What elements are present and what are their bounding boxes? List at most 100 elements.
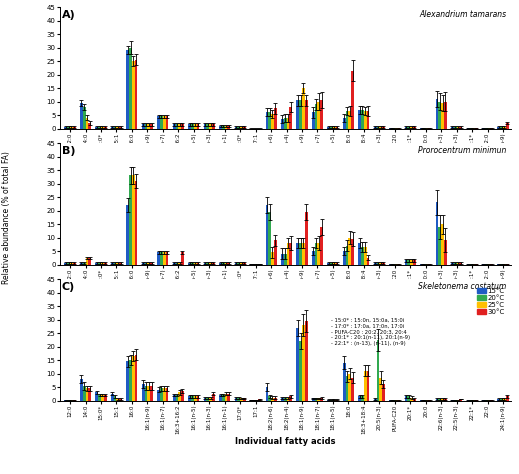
Bar [126, 50, 129, 128]
Bar [207, 398, 209, 401]
Bar [219, 263, 222, 264]
Bar [240, 398, 243, 401]
Text: - 15:0* : 15:0n, 15:0a, 15:0i
- 17:0* : 17:0a, 17:0n, 17:0i
- PUFA-C20 : 20:2, 2: - 15:0* : 15:0n, 15:0a, 15:0i - 17:0* : … [331, 318, 409, 346]
Bar [135, 181, 138, 264]
Bar [271, 398, 274, 401]
Bar [296, 100, 299, 128]
Bar [191, 396, 194, 401]
Bar [407, 396, 410, 401]
Bar [441, 399, 444, 401]
Text: A): A) [62, 9, 76, 19]
Bar [410, 398, 413, 401]
Bar [382, 384, 385, 401]
Bar [194, 125, 197, 128]
Bar [235, 127, 237, 128]
Bar [157, 252, 160, 264]
Bar [451, 263, 454, 264]
Bar [175, 125, 179, 128]
Bar [320, 100, 323, 128]
Bar [346, 246, 348, 264]
Bar [281, 398, 284, 401]
Bar [240, 127, 243, 128]
Bar [305, 100, 308, 128]
Bar [500, 127, 503, 128]
Bar [129, 175, 132, 264]
Bar [173, 395, 175, 401]
Bar [111, 127, 114, 128]
Bar [163, 117, 166, 128]
Bar [376, 127, 379, 128]
Bar [225, 394, 227, 401]
Bar [209, 398, 212, 401]
Bar [188, 263, 191, 264]
Bar [318, 101, 320, 128]
Bar [343, 251, 346, 264]
Bar [70, 263, 73, 264]
Bar [83, 263, 86, 264]
Bar [441, 224, 444, 264]
Bar [374, 263, 376, 264]
Bar [157, 390, 160, 401]
Bar [73, 263, 76, 264]
Bar [266, 112, 268, 128]
Bar [302, 325, 305, 401]
Bar [302, 243, 305, 264]
Bar [382, 127, 385, 128]
Bar [209, 263, 212, 264]
Bar [179, 392, 181, 401]
Bar [166, 388, 168, 401]
Bar [410, 127, 413, 128]
Bar [320, 227, 323, 264]
Bar [173, 125, 175, 128]
Bar [284, 254, 286, 264]
Bar [129, 360, 132, 401]
Bar [197, 396, 199, 401]
Bar [305, 321, 308, 401]
Bar [191, 263, 194, 264]
Bar [88, 388, 91, 401]
Bar [104, 263, 106, 264]
Bar [181, 125, 184, 128]
Bar [405, 261, 407, 264]
Bar [333, 400, 336, 401]
Bar [364, 371, 366, 401]
Bar [145, 263, 147, 264]
Bar [320, 398, 323, 401]
Bar [222, 126, 225, 128]
Bar [410, 261, 413, 264]
Bar [289, 396, 292, 401]
Bar [366, 371, 370, 401]
Bar [209, 125, 212, 128]
Bar [379, 263, 382, 264]
Bar [240, 263, 243, 264]
Bar [459, 127, 462, 128]
Bar [147, 125, 150, 128]
Bar [86, 258, 88, 264]
Bar [348, 237, 351, 264]
Bar [83, 107, 86, 128]
Bar [86, 118, 88, 128]
Bar [497, 127, 500, 128]
Bar [506, 123, 509, 128]
Bar [227, 263, 230, 264]
Bar [135, 60, 138, 128]
Bar [376, 340, 379, 401]
Bar [336, 127, 338, 128]
Bar [166, 252, 168, 264]
Bar [274, 398, 277, 401]
Bar [500, 399, 503, 401]
Bar [150, 263, 153, 264]
Bar [101, 127, 104, 128]
Bar [95, 263, 98, 264]
Bar [212, 263, 215, 264]
Bar [459, 263, 462, 264]
Bar [361, 109, 364, 128]
Bar [203, 125, 207, 128]
Bar [145, 386, 147, 401]
Bar [457, 127, 459, 128]
Bar [101, 395, 104, 401]
Bar [166, 117, 168, 128]
Bar [333, 263, 336, 264]
Bar [175, 263, 179, 264]
Text: Prorocentrum minimun: Prorocentrum minimun [418, 146, 507, 155]
